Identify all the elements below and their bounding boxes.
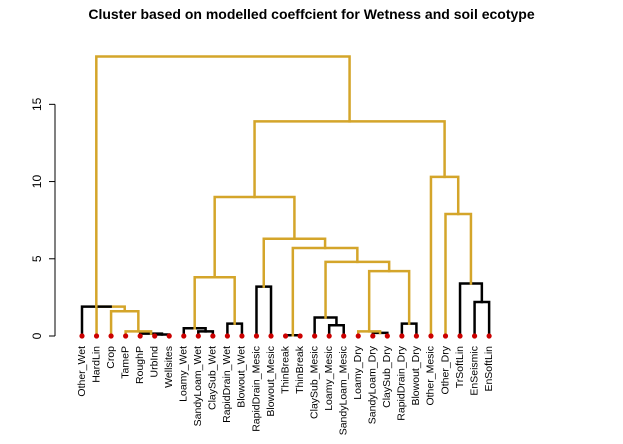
leaf-label: Crop [105,346,117,369]
leaf-label: ThinBreak [279,345,291,394]
leaf-marker [442,333,449,339]
y-tick-label: 15 [30,97,44,111]
leaf-marker [413,333,420,339]
dendrogram-branch [473,300,491,338]
dendrogram-branches [80,55,491,338]
leaf-marker [326,333,332,339]
dendrogram-branch [458,282,484,338]
leaf-label: SandyLoam_Dry [367,345,379,424]
leaf-label: Wellsites [163,346,175,388]
leaf-label: ClaySub_Wet [207,346,219,410]
dendrogram-branch [313,316,338,338]
leaf-label: SandyLoam_Wet [192,346,204,426]
leaf-label: ClaySub_Dry [381,345,393,408]
leaf-label: Other_Wet [76,346,88,397]
leaf-marker [355,333,361,339]
leaf-marker [486,333,492,339]
leaf-label: Loamy_Wet [178,346,190,402]
leaf-label: ThinBreak [294,345,306,394]
leaf-marker [123,333,129,339]
leaf-label: Blowout_Dry [410,345,422,405]
y-tick-label: 10 [30,175,44,189]
leaf-marker [471,333,478,339]
leaf-marker [297,333,303,339]
dendrogram-branch [193,276,236,330]
dendrogram-branch [262,237,327,288]
leaf-label: EnSoftLin [483,346,495,392]
leaf-marker [312,333,318,339]
dendrogram-branch [95,55,351,308]
leaf-marker [108,333,114,339]
leaf-label: UrbInd [148,346,160,378]
leaf-label: Loamy_Mesic [323,346,335,411]
y-tick-label: 5 [30,255,44,262]
leaf-marker [210,333,216,339]
leaf-label: Other_Dry [439,345,451,394]
dendrogram-branch [226,322,244,338]
leaf-marker [239,333,245,339]
leaf-marker [370,333,376,339]
y-tick-label: 0 [30,332,44,339]
dendrogram-branch [444,212,473,338]
leaf-marker [93,333,100,339]
leaf-marker [399,333,405,339]
leaf-label: SandyLoam_Mesic [338,346,350,435]
leaf-marker [282,333,289,339]
leaf-marker [428,333,434,339]
dendrogram-branch [367,269,411,333]
leaf-marker [137,333,143,339]
leaf-labels: Other_Wet HardLin Crop TameP RoughP UrbInd Wel… [76,345,495,435]
leaf-label: TrSoftLin [454,346,466,388]
leaf-marker [152,333,158,339]
leaf-label: RoughP [134,346,146,384]
leaf-label: ClaySub_Mesic [308,346,320,419]
dendrogram-branch [400,322,418,338]
leaf-label: HardLin [90,346,102,383]
dendrogram-branch [253,120,446,199]
dendrogram-branch [255,285,273,338]
leaf-marker [195,333,201,339]
leaf-marker [384,333,390,339]
leaf-label: EnSeismic [468,346,480,396]
leaf-marker [79,333,85,339]
leaf-marker [457,333,463,339]
leaf-label: RapidDrain_Dry [396,345,408,420]
leaf-marker [224,333,230,339]
dendrogram-branch [213,195,296,279]
leaf-label: Blowout_Wet [236,346,248,408]
leaf-marker [181,333,187,339]
leaf-marker [253,333,260,339]
leaf-marker [166,333,172,339]
leaf-marker [268,333,274,339]
chart-title: Cluster based on modelled coeffcient for… [88,6,535,22]
leaf-marker [341,333,347,339]
leaf-label: Blowout_Mesic [265,346,277,417]
leaf-label: RapidDrain_Mesic [250,346,262,432]
leaf-label: Other_Mesic [425,346,437,406]
dendrogram-branch [80,305,112,338]
y-axis: 0 5 10 15 [30,97,56,339]
leaf-label: Loamy_Dry [352,345,364,399]
dendrogram-branch [327,323,345,338]
leaf-label: RapidDrain_Wet [221,346,233,423]
leaf-label: TameP [119,346,131,379]
leaf-markers [79,333,492,339]
